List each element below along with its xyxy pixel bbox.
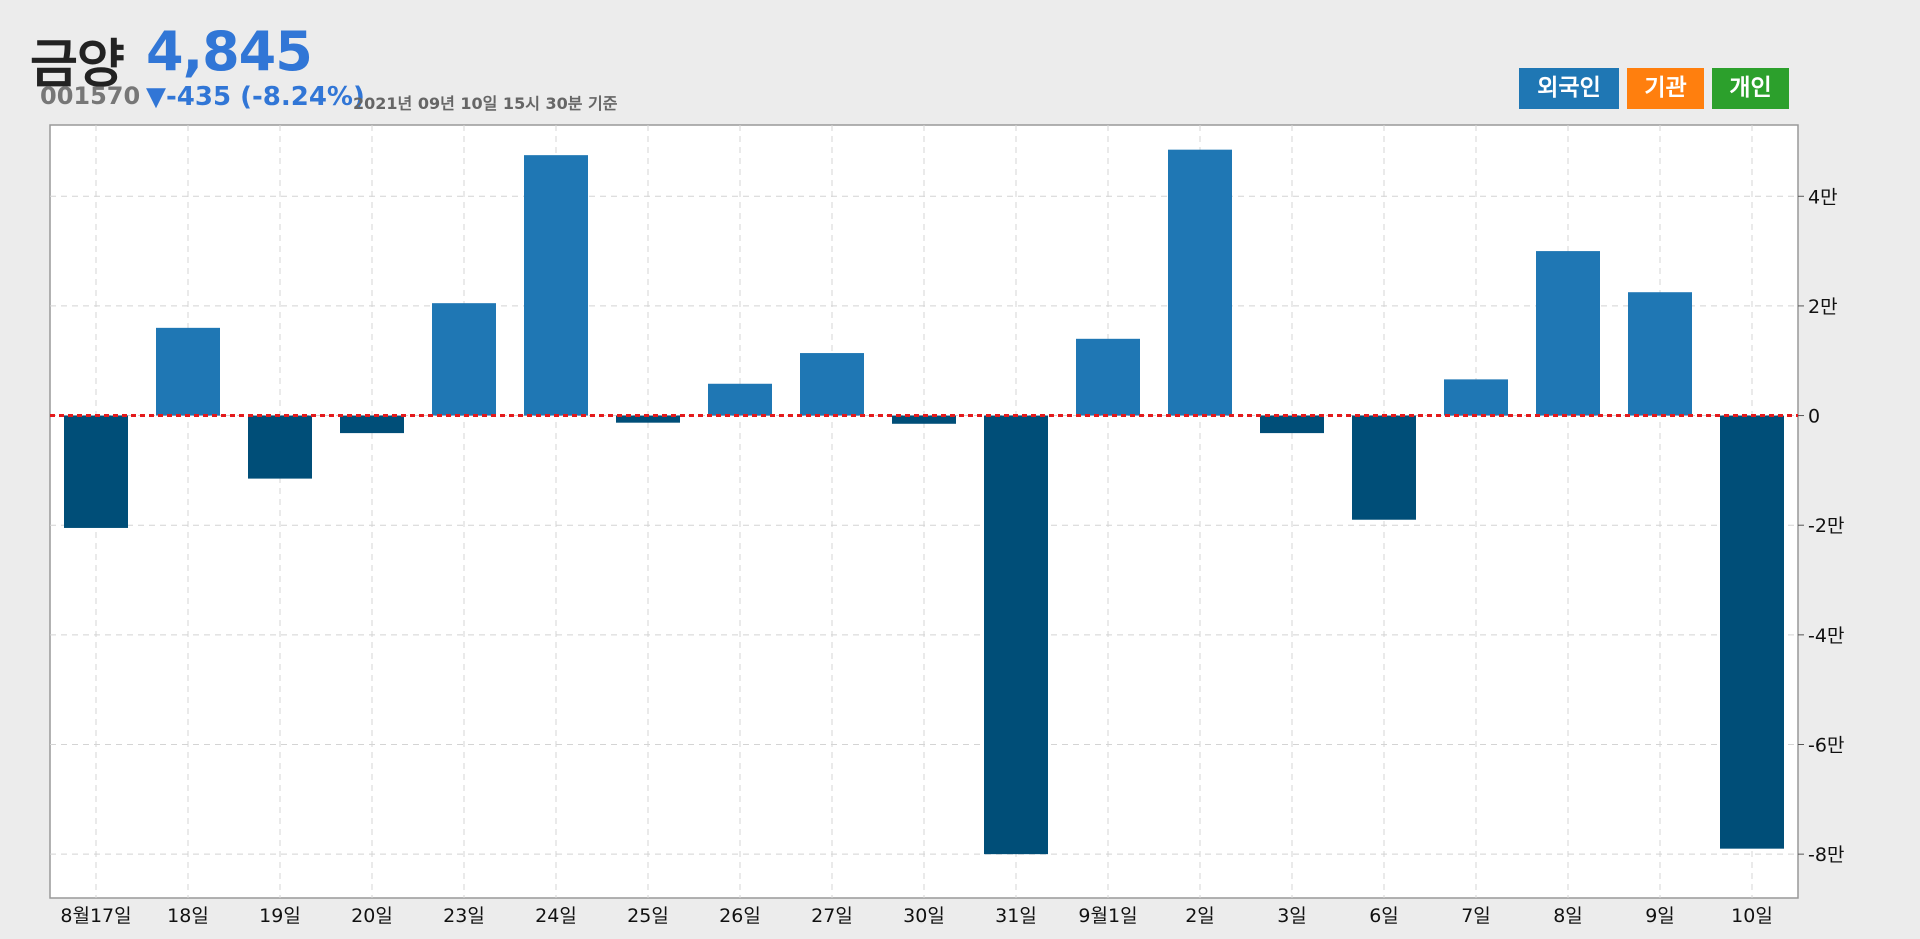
- y-tick-label: -2만: [1808, 515, 1844, 537]
- x-tick-label: 10일: [1731, 905, 1773, 927]
- stock-code: 001570: [40, 82, 141, 110]
- x-tick-label: 8월17일: [60, 905, 131, 927]
- x-tick-label: 25일: [627, 905, 669, 927]
- x-tick-label: 9월1일: [1078, 905, 1137, 927]
- legend-institution-button[interactable]: 기관: [1627, 68, 1704, 109]
- bar: [892, 415, 956, 424]
- x-tick-label: 19일: [259, 905, 301, 927]
- bar: [1628, 292, 1692, 416]
- bar: [1168, 149, 1232, 416]
- bar: [984, 415, 1048, 855]
- x-tick-label: 24일: [535, 905, 577, 927]
- bar: [1444, 379, 1508, 416]
- bar: [1352, 415, 1416, 520]
- bar: [340, 415, 404, 434]
- x-tick-label: 26일: [719, 905, 761, 927]
- x-tick-label: 23일: [443, 905, 485, 927]
- stock-name: 금양: [30, 35, 125, 95]
- bar: [708, 383, 772, 416]
- x-tick-label: 6일: [1369, 905, 1399, 927]
- bar: [616, 415, 680, 423]
- x-tick-label: 9일: [1645, 905, 1675, 927]
- y-tick-label: -8만: [1808, 844, 1844, 866]
- y-tick-label: 2만: [1808, 296, 1838, 318]
- x-tick-label: 31일: [995, 905, 1037, 927]
- bar: [1720, 415, 1784, 849]
- bar: [1076, 338, 1140, 416]
- bar: [800, 353, 864, 416]
- x-tick-label: 30일: [903, 905, 945, 927]
- bar: [524, 155, 588, 416]
- timestamp: 2021년 09년 10일 15시 30분 기준: [353, 94, 618, 113]
- y-tick-label: -6만: [1808, 734, 1844, 756]
- y-tick-label: -4만: [1808, 625, 1844, 647]
- bar: [156, 327, 220, 416]
- y-tick-label: 4만: [1808, 186, 1838, 208]
- bar: [1260, 415, 1324, 434]
- bar: [432, 303, 496, 416]
- bar: [248, 415, 312, 479]
- x-tick-label: 7일: [1461, 905, 1491, 927]
- x-tick-label: 2일: [1185, 905, 1215, 927]
- y-tick-label: 0: [1808, 406, 1820, 428]
- x-tick-label: 20일: [351, 905, 393, 927]
- x-tick-label: 18일: [167, 905, 209, 927]
- legend-foreigner-button[interactable]: 외국인: [1519, 68, 1619, 109]
- bar: [1536, 251, 1600, 416]
- stock-price: 4,845: [146, 20, 313, 83]
- legend-individual-button[interactable]: 개인: [1712, 68, 1789, 109]
- x-tick-label: 27일: [811, 905, 853, 927]
- x-tick-label: 3일: [1277, 905, 1307, 927]
- bar: [64, 415, 128, 528]
- x-tick-label: 8일: [1553, 905, 1583, 927]
- price-change: ▼-435 (-8.24%): [146, 82, 365, 112]
